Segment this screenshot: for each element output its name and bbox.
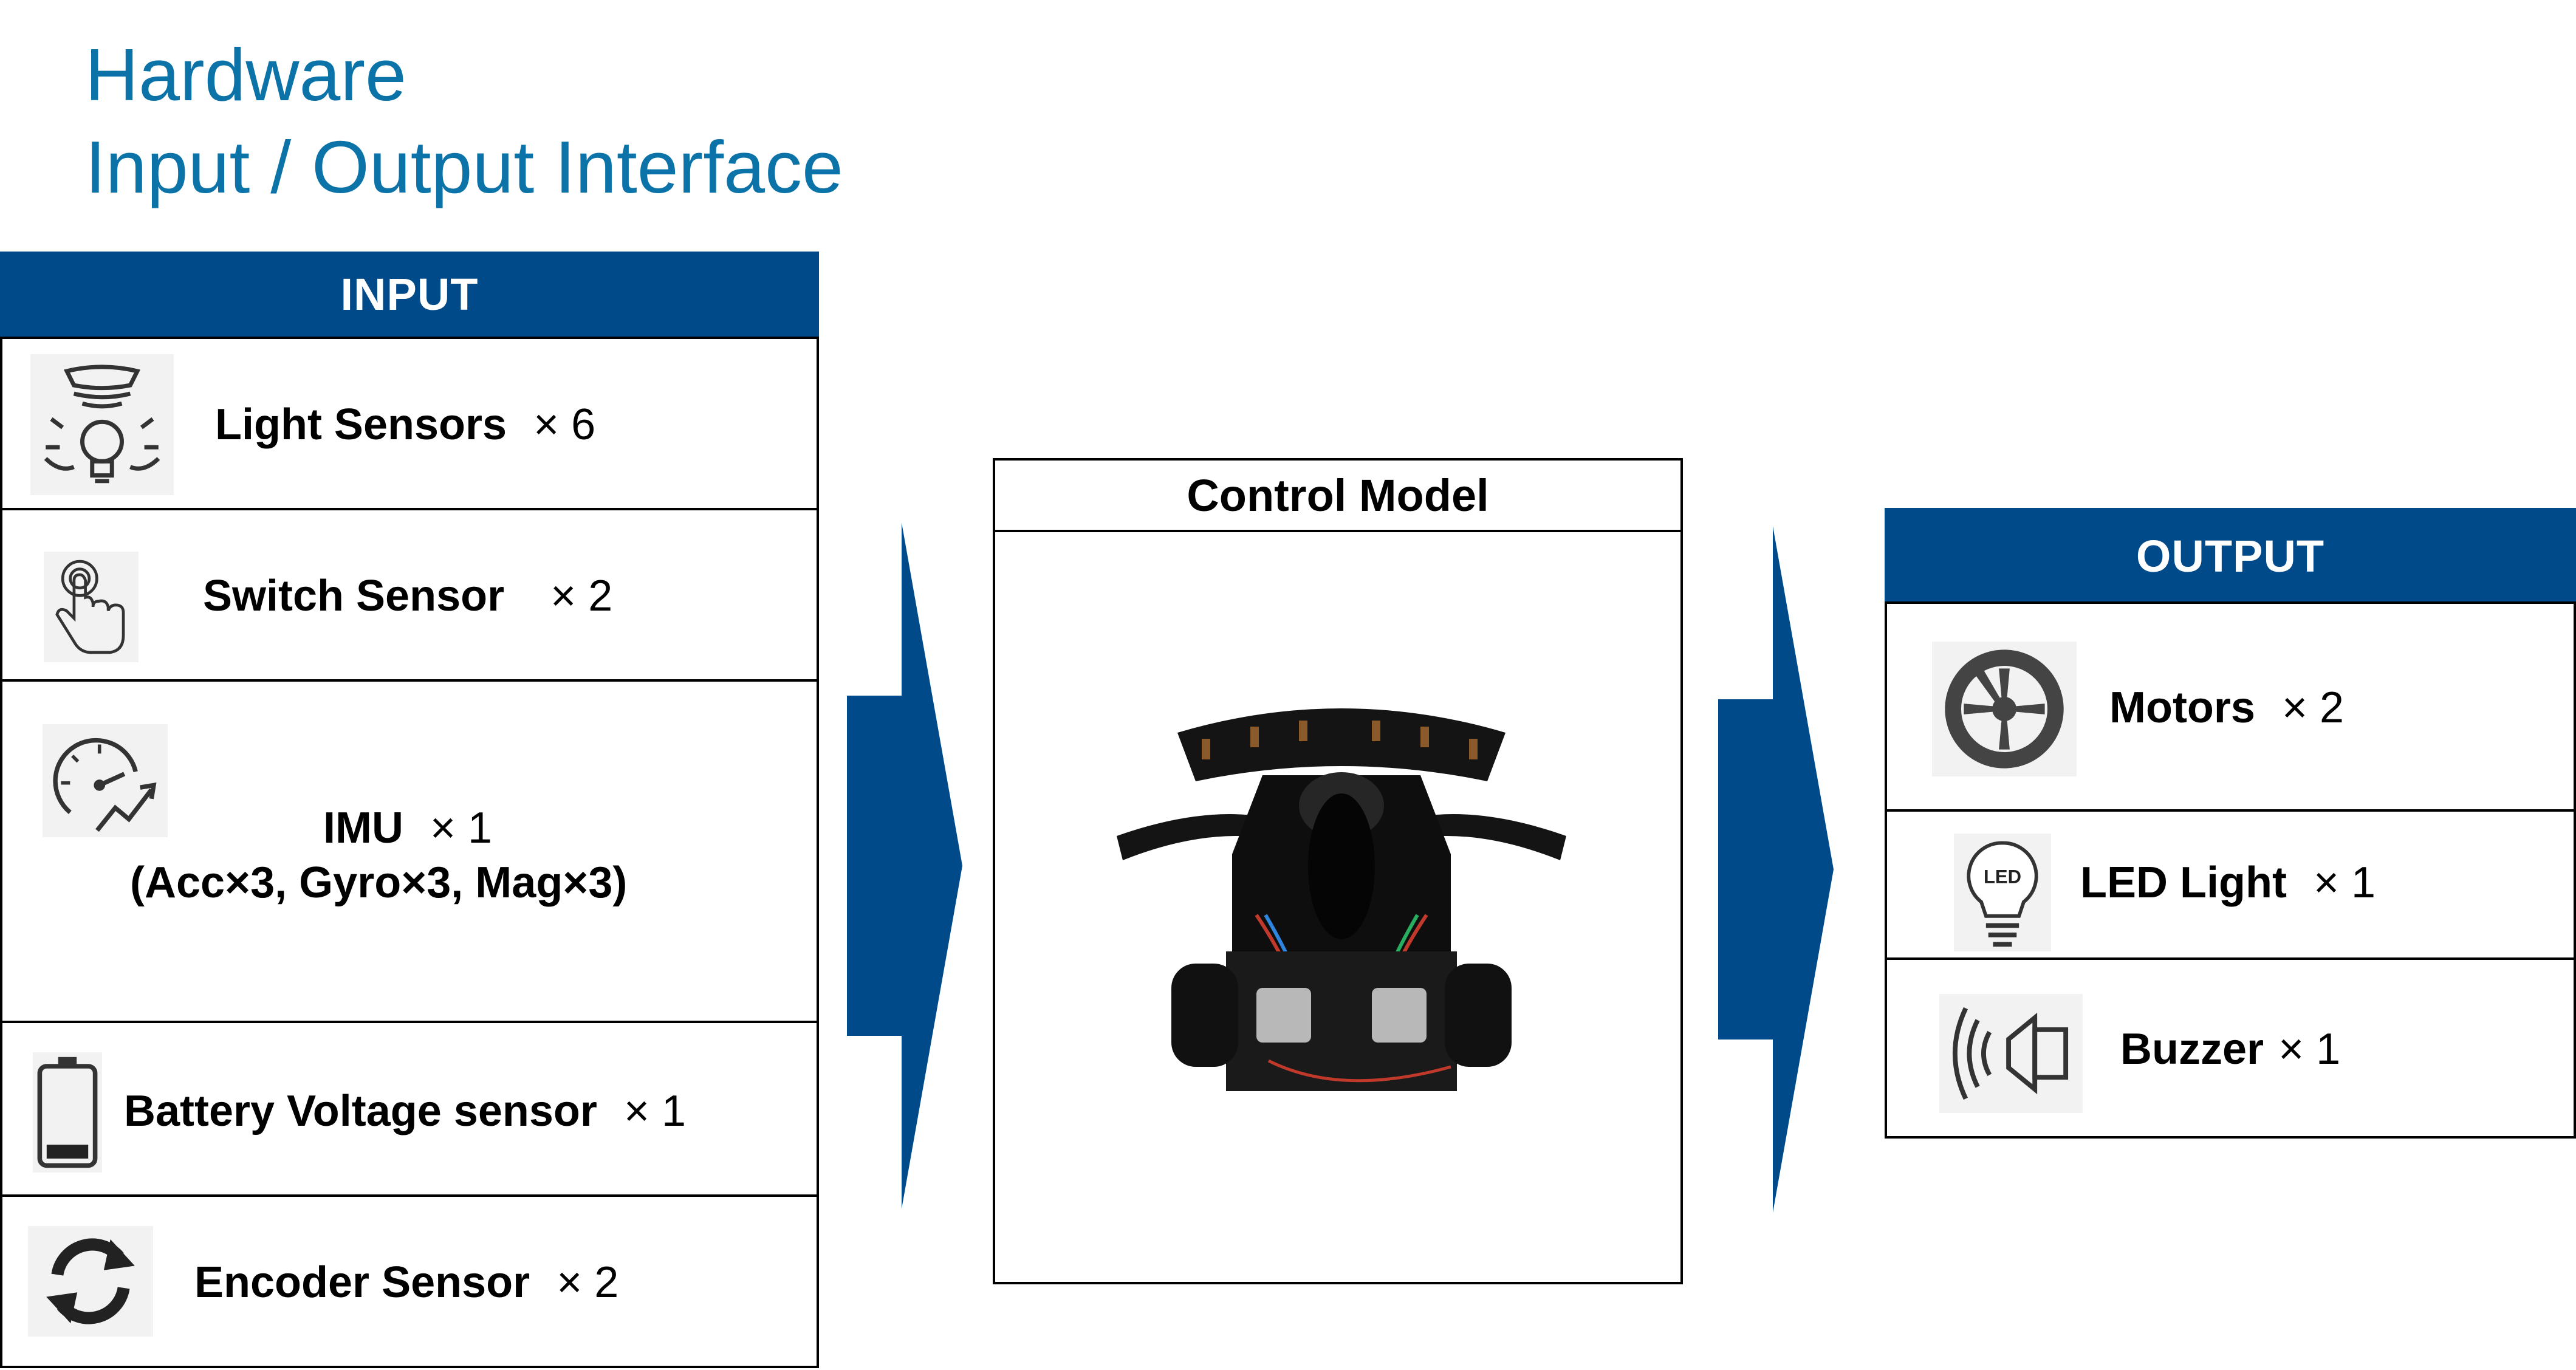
input-row-imu: IMU × 1 (Acc×3, Gyro×3, Mag×3) [0, 679, 819, 1023]
output-row-motors: Motors × 2 [1885, 601, 2576, 812]
led-light-qty: × 1 [2313, 858, 2376, 907]
encoder-rotation-icon [28, 1226, 153, 1337]
led-icon-text: LED [1984, 866, 2021, 887]
encoder-label: Encoder Sensor [194, 1258, 530, 1307]
input-row-switch-sensor: Switch Sensor × 2 [0, 508, 819, 682]
imu-gauge-icon [43, 724, 168, 837]
buzzer-label: Buzzer [2120, 1025, 2264, 1074]
switch-sensor-qty: × 2 [550, 572, 613, 620]
input-row-battery: Battery Voltage sensor × 1 [0, 1021, 819, 1197]
imu-label: IMU [323, 804, 403, 852]
imu-detail: (Acc×3, Gyro×3, Mag×3) [130, 858, 628, 907]
input-header: INPUT [0, 252, 819, 337]
page-title-line1: Hardware [85, 33, 406, 116]
light-sensor-icon [30, 354, 174, 495]
input-row-encoder: Encoder Sensor × 2 [0, 1194, 819, 1368]
output-row-led: LED LED Light × 1 [1885, 809, 2576, 960]
robot-board-photo [1117, 708, 1566, 1091]
page-title-line2: Input / Output Interface [85, 126, 843, 208]
touch-switch-icon [44, 552, 139, 662]
control-model-box [993, 530, 1683, 1284]
battery-icon [33, 1052, 102, 1173]
light-sensors-label: Light Sensors [215, 400, 507, 449]
motors-label: Motors [2109, 683, 2255, 732]
control-model-title: Control Model [993, 458, 1683, 532]
arrow-control-to-output [1718, 526, 1834, 1213]
motors-qty: × 2 [2282, 683, 2345, 732]
output-header: OUTPUT [1885, 508, 2576, 604]
light-sensors-qty: × 6 [533, 400, 596, 449]
battery-qty: × 1 [623, 1087, 687, 1135]
speaker-icon [1939, 994, 2083, 1113]
input-row-light-sensors: Light Sensors × 6 [0, 337, 819, 510]
switch-sensor-label: Switch Sensor [203, 572, 505, 620]
wheel-icon [1932, 642, 2077, 776]
battery-label: Battery Voltage sensor [124, 1087, 597, 1135]
imu-qty: × 1 [430, 804, 493, 852]
output-row-buzzer: Buzzer × 1 [1885, 957, 2576, 1139]
arrow-input-to-control [847, 522, 962, 1209]
encoder-qty: × 2 [557, 1258, 619, 1307]
led-light-label: LED Light [2080, 858, 2287, 907]
led-bulb-icon: LED [1954, 834, 2051, 951]
buzzer-qty: × 1 [2278, 1025, 2341, 1074]
